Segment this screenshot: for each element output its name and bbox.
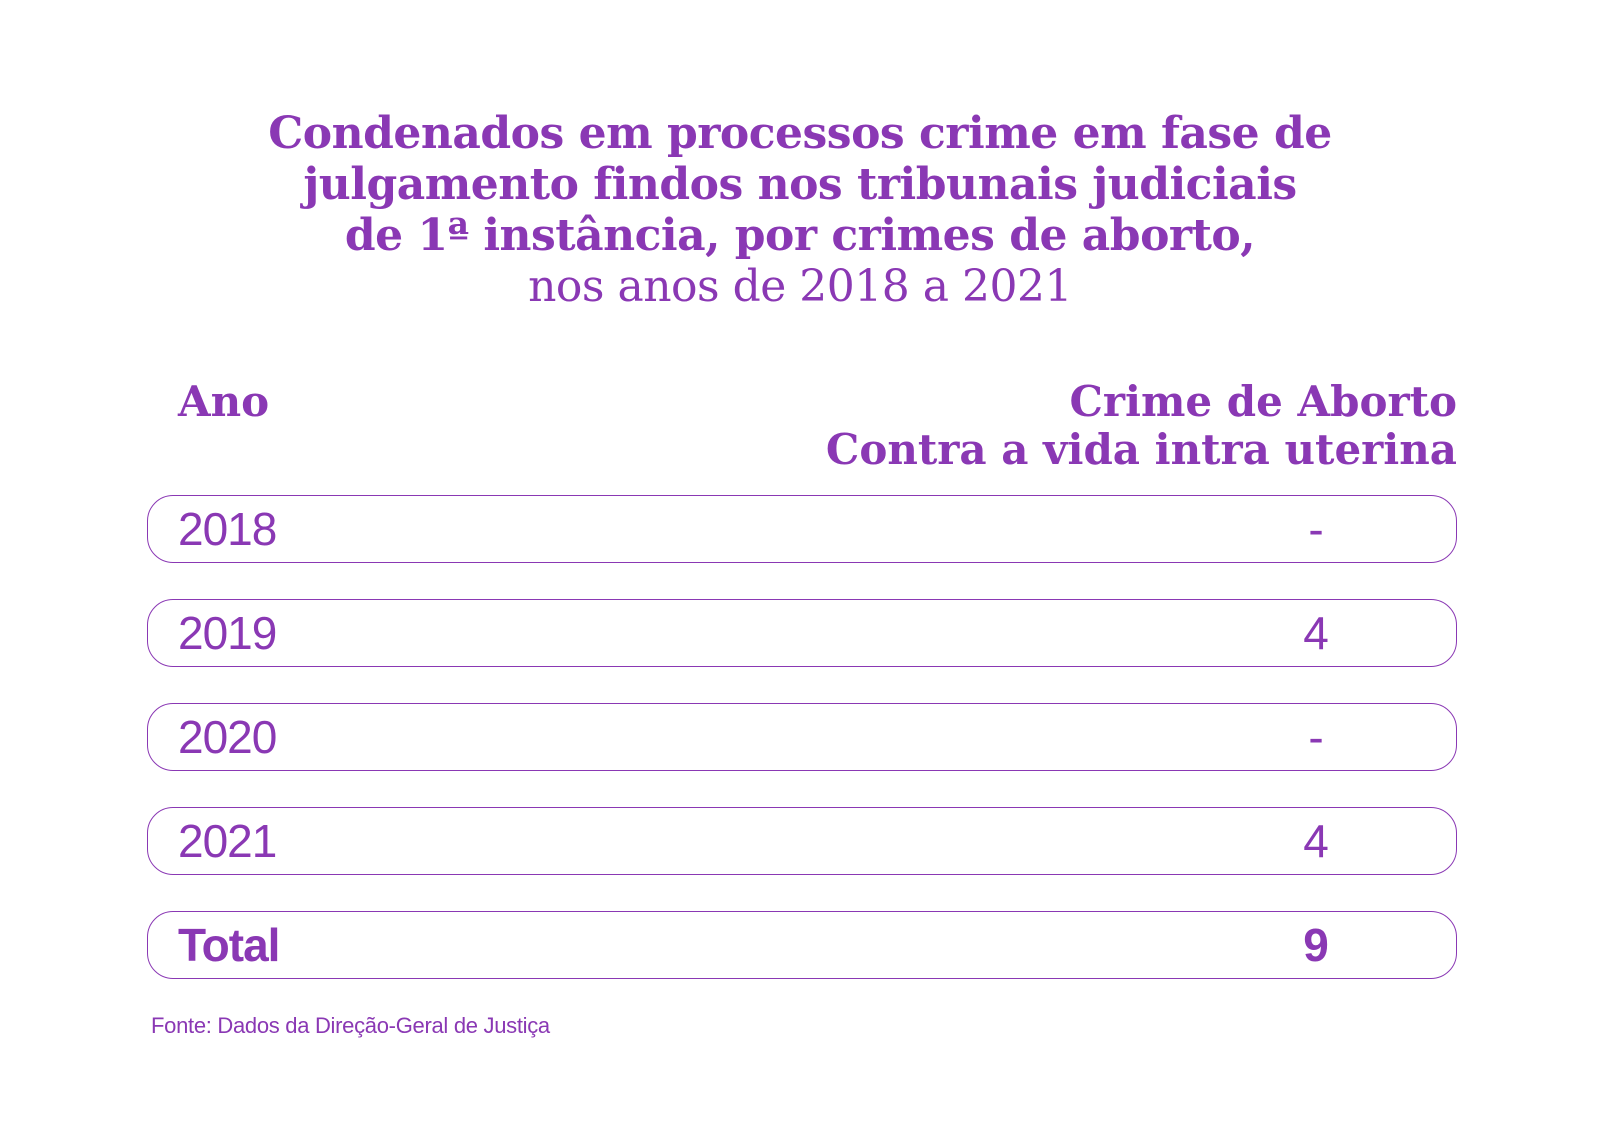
column-header-crime-line-1: Crime de Aborto [1069, 377, 1457, 426]
table-row: 2018 - [147, 495, 1457, 563]
column-header-crime: Crime de Aborto Contra a vida intra uter… [826, 378, 1457, 474]
table-row: 2019 4 [147, 599, 1457, 667]
row-value: 4 [1303, 815, 1329, 867]
total-row: Total 9 [147, 911, 1457, 979]
total-value: 9 [1303, 919, 1329, 971]
row-value: - [1308, 503, 1324, 555]
title-line-4: nos anos de 2018 a 2021 [528, 261, 1072, 312]
column-header-year: Ano [178, 377, 270, 426]
source-note: Fonte: Dados da Direção-Geral de Justiça [151, 1013, 550, 1038]
title-line-1: Condenados em processos crime em fase de [268, 108, 1332, 159]
table-row: 2021 4 [147, 807, 1457, 875]
row-year: 2020 [178, 711, 277, 763]
row-year: 2019 [178, 607, 277, 659]
row-value: - [1308, 711, 1324, 763]
table-row: 2020 - [147, 703, 1457, 771]
total-label: Total [178, 919, 280, 971]
title-line-3: de 1ª instância, por crimes de aborto, [344, 210, 1256, 261]
chart-title: Condenados em processos crime em fase de… [0, 108, 1600, 312]
row-year: 2018 [178, 503, 277, 555]
table-body: 2018 - 2019 4 2020 - 2021 4 Total 9 [147, 495, 1457, 1015]
row-value: 4 [1303, 607, 1329, 659]
column-header-crime-line-2: Contra a vida intra uterina [825, 425, 1457, 474]
title-line-2: julgamento findos nos tribunais judiciai… [303, 159, 1297, 210]
row-year: 2021 [178, 815, 277, 867]
